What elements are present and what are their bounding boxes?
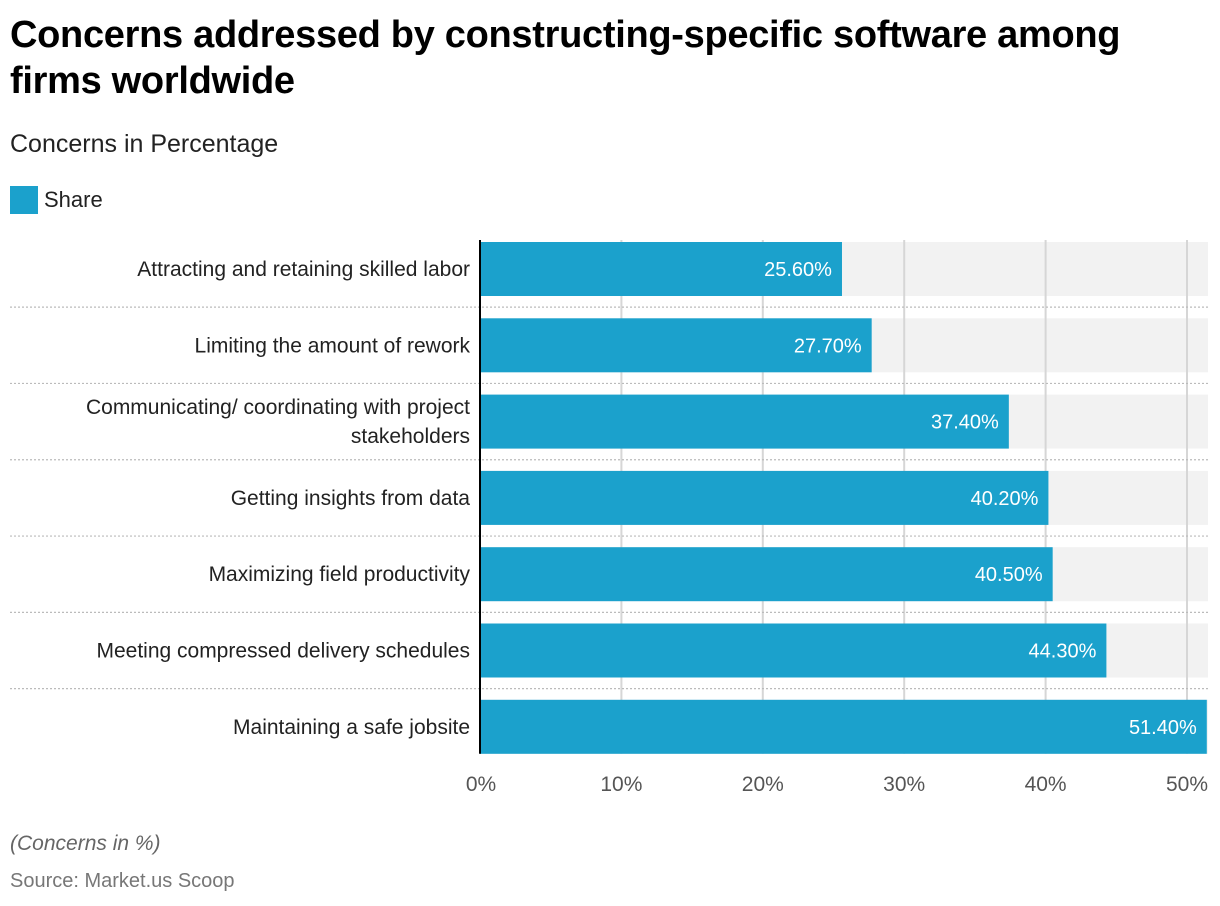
data-label: 25.60% (764, 259, 832, 281)
bar (480, 394, 1009, 449)
data-label: 40.50% (975, 564, 1043, 586)
chart-title: Concerns addressed by constructing-speci… (10, 14, 1121, 102)
category-label: Maintaining a safe jobsite (233, 716, 470, 739)
bar (480, 242, 842, 296)
x-tick-label: 10% (600, 773, 642, 796)
legend: Share (10, 186, 103, 214)
x-tick-label: 30% (883, 773, 925, 796)
category-label: stakeholders (351, 425, 470, 448)
category-label: Limiting the amount of rework (195, 334, 471, 357)
x-tick-label: 40% (1025, 773, 1067, 796)
data-label: 40.20% (971, 488, 1039, 510)
data-label: 37.40% (931, 412, 999, 434)
category-label: Communicating/ coordinating with project (86, 396, 470, 419)
x-tick-label: 20% (742, 773, 784, 796)
bar (480, 699, 1207, 754)
bar (480, 623, 1107, 678)
legend-label-share: Share (44, 187, 103, 212)
category-label: Attracting and retaining skilled labor (137, 258, 470, 281)
x-tick-label: 0% (466, 773, 496, 796)
bar (480, 470, 1049, 525)
bar (480, 318, 872, 373)
data-label: 27.70% (794, 335, 862, 357)
chart-note: (Concerns in %) (10, 832, 161, 855)
data-label: 44.30% (1029, 641, 1097, 663)
bar-chart: 25.60% Attracting and retaining skilled l… (10, 240, 1208, 796)
chart-source: Source: Market.us Scoop (10, 870, 235, 892)
category-label: Getting insights from data (231, 487, 471, 510)
x-tick-label: 50% (1166, 773, 1208, 796)
data-label: 51.40% (1129, 717, 1197, 739)
legend-swatch-share (10, 186, 38, 214)
chart-subtitle: Concerns in Percentage (10, 130, 279, 158)
bar (480, 547, 1053, 602)
category-label: Meeting compressed delivery schedules (96, 640, 470, 663)
category-label: Maximizing field productivity (209, 563, 471, 586)
